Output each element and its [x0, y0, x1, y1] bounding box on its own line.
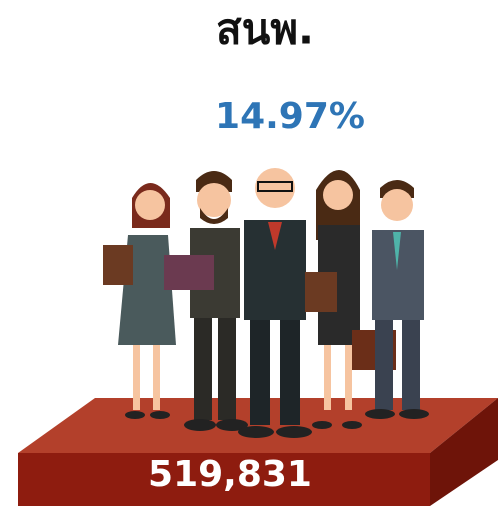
- infographic: สนพ. 14.97%: [0, 0, 498, 506]
- people-illustration: [103, 168, 429, 438]
- count: 519,831: [148, 454, 312, 495]
- title: สนพ.: [216, 5, 314, 54]
- percentage: 14.97%: [215, 96, 365, 137]
- page: สนพ. 14.97%: [0, 0, 498, 506]
